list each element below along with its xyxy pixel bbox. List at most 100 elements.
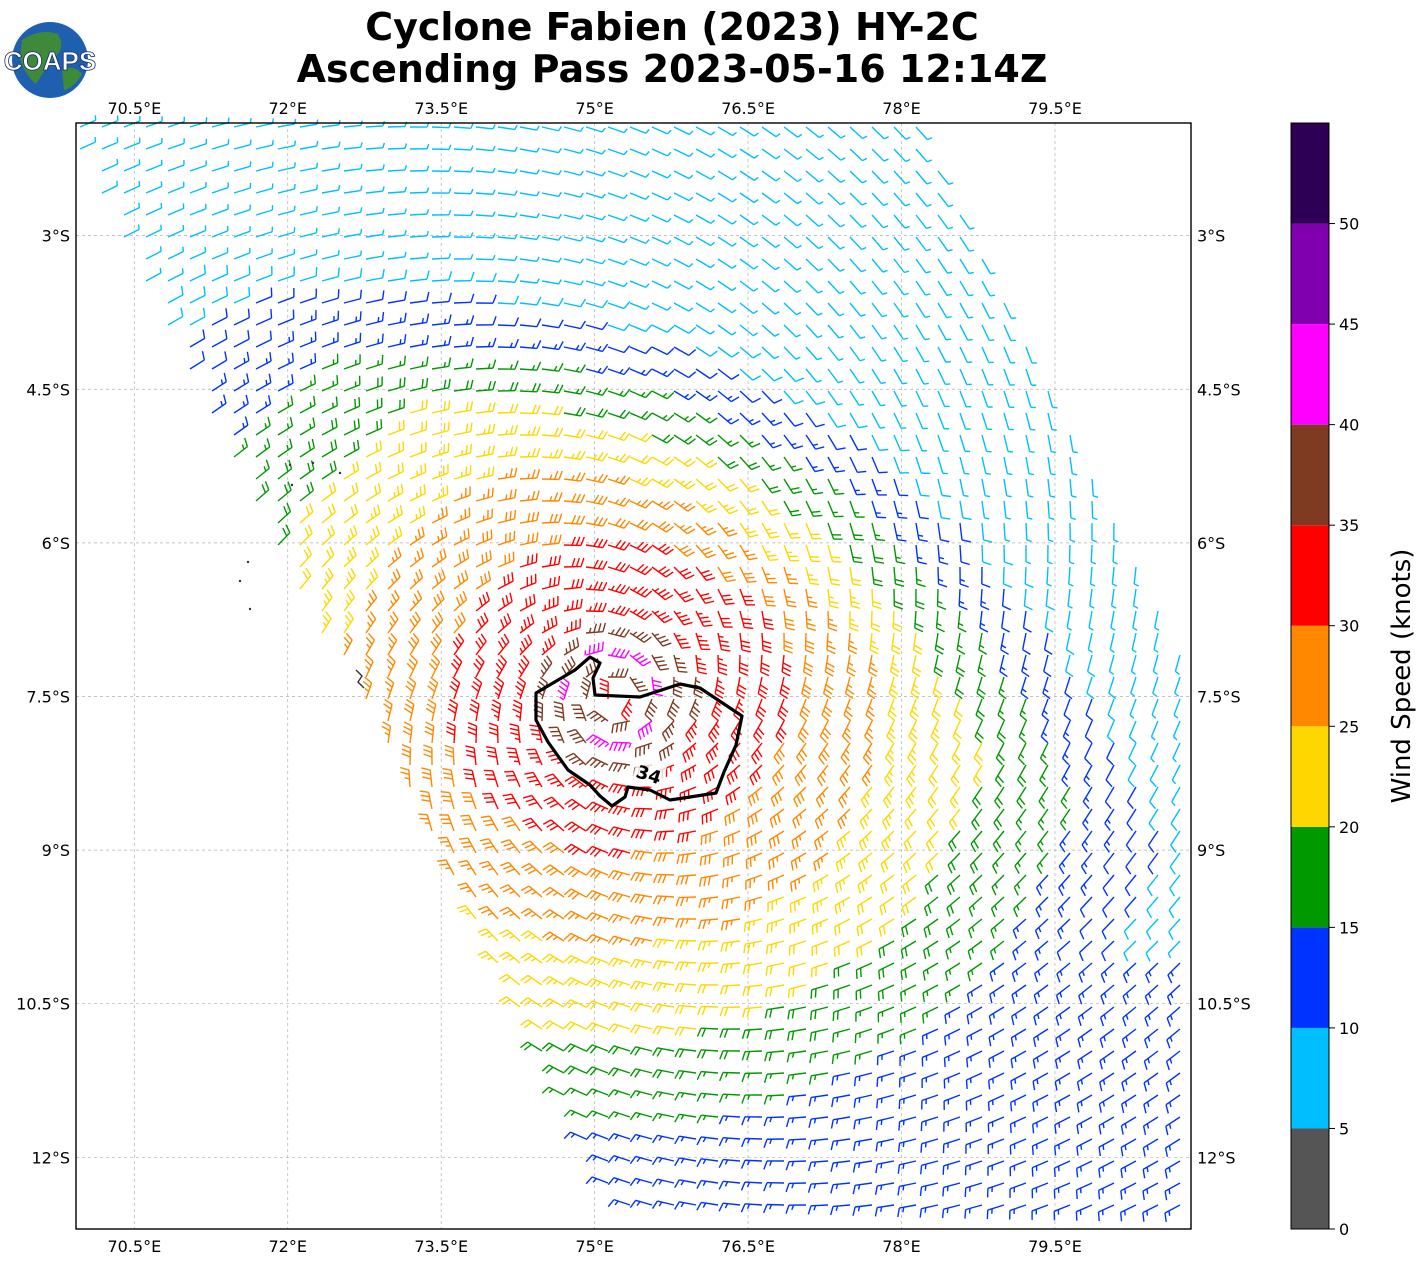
lat-tick-label-right: 12°S — [1197, 1148, 1236, 1167]
wind-barb — [871, 456, 888, 474]
wind-barb — [827, 390, 843, 406]
wind-barb — [409, 442, 427, 458]
wind-barb — [893, 522, 907, 542]
wind-barb — [673, 346, 697, 357]
island-dot — [288, 463, 292, 467]
wind-barb — [321, 375, 339, 392]
wind-barb — [365, 525, 380, 546]
wind-barb — [343, 185, 363, 194]
wind-barb — [937, 214, 954, 230]
wind-barb — [1000, 632, 1009, 655]
wind-barb — [629, 324, 653, 333]
wind-barb — [431, 144, 452, 151]
wind-barb — [321, 460, 337, 480]
colorbar-segment — [1291, 324, 1329, 425]
colorbar-segment — [1291, 1027, 1329, 1129]
wind-barb — [781, 654, 792, 677]
wind-barb — [189, 138, 208, 150]
wind-barb — [998, 676, 1007, 700]
wind-barb — [1025, 412, 1036, 431]
wind-barb — [453, 507, 471, 524]
wind-barb — [783, 368, 805, 383]
wind-barb — [497, 381, 519, 392]
wind-barb — [343, 375, 361, 392]
wind-barb — [541, 596, 559, 612]
wind-barb — [849, 324, 866, 340]
wind-barb — [1042, 676, 1051, 700]
wind-barb — [739, 456, 761, 471]
wind-barb — [607, 668, 629, 678]
wind-barb — [717, 126, 737, 137]
wind-barb — [277, 227, 296, 238]
wind-barb — [629, 236, 650, 244]
wind-barb — [739, 324, 758, 337]
wind-barb — [431, 122, 452, 129]
wind-barb — [431, 188, 452, 194]
wind-barb — [431, 464, 449, 480]
wind-barb — [233, 247, 251, 260]
wind-barb — [1003, 544, 1014, 566]
wind-barb — [277, 205, 296, 216]
wind-barb — [563, 320, 587, 330]
wind-barb — [717, 192, 737, 203]
wind-barb — [519, 614, 535, 634]
wind-barb — [607, 280, 628, 288]
wind-barb — [519, 634, 533, 656]
wind-barb — [365, 589, 378, 612]
wind-barb — [123, 159, 141, 172]
wind-barb — [801, 676, 812, 700]
wind-barb — [673, 522, 696, 535]
wind-barb — [519, 511, 540, 524]
wind-barb — [937, 544, 949, 565]
wind-barb — [321, 524, 336, 546]
wind-barb — [981, 478, 991, 498]
wind-barb — [189, 286, 206, 304]
wind-barb — [980, 588, 990, 611]
wind-barb — [915, 346, 930, 363]
lon-tick-label-bottom: 76.5°E — [721, 1237, 775, 1256]
wind-barb — [362, 676, 373, 700]
wind-barb — [761, 148, 781, 160]
wind-barb — [387, 441, 405, 458]
wind-barb — [541, 575, 561, 590]
wind-barb — [783, 632, 793, 654]
wind-barb — [673, 302, 694, 312]
wind-barb — [783, 324, 801, 338]
wind-barb — [387, 632, 398, 656]
wind-barb — [695, 192, 716, 202]
wind-barb — [871, 390, 886, 407]
wind-barb — [1025, 456, 1035, 476]
wind-barb — [889, 654, 900, 677]
wind-barb — [711, 698, 723, 722]
wind-barb — [607, 497, 631, 507]
wind-barb — [761, 258, 780, 271]
wind-barb — [915, 368, 929, 385]
wind-barb — [497, 592, 513, 612]
wind-barb — [233, 139, 252, 150]
wind-barb — [871, 192, 889, 207]
wind-barb — [540, 655, 553, 678]
wind-barb — [805, 280, 823, 294]
wind-barb — [519, 212, 540, 219]
wind-barb — [761, 456, 782, 471]
colorbar-tick-label: 30 — [1339, 617, 1359, 636]
wind-barb — [475, 124, 496, 130]
wind-barb — [145, 159, 163, 172]
wind-barb — [299, 503, 314, 524]
wind-barb — [761, 324, 780, 337]
wind-barb — [299, 310, 317, 326]
wind-barb — [739, 258, 759, 270]
wind-barb — [695, 588, 715, 604]
wind-barb — [585, 516, 608, 527]
wind-barb — [1091, 522, 1097, 543]
wind-barb — [666, 698, 680, 722]
wind-barb — [563, 472, 586, 482]
wind-barb — [497, 295, 520, 305]
wind-barb — [428, 654, 441, 678]
colorbar-segment — [1291, 927, 1329, 1028]
wind-barb — [519, 594, 536, 612]
wind-barb — [607, 605, 631, 617]
wind-barb — [981, 302, 995, 319]
lat-tick-label-right: 10.5°S — [1197, 995, 1251, 1014]
wind-barb — [981, 522, 993, 543]
